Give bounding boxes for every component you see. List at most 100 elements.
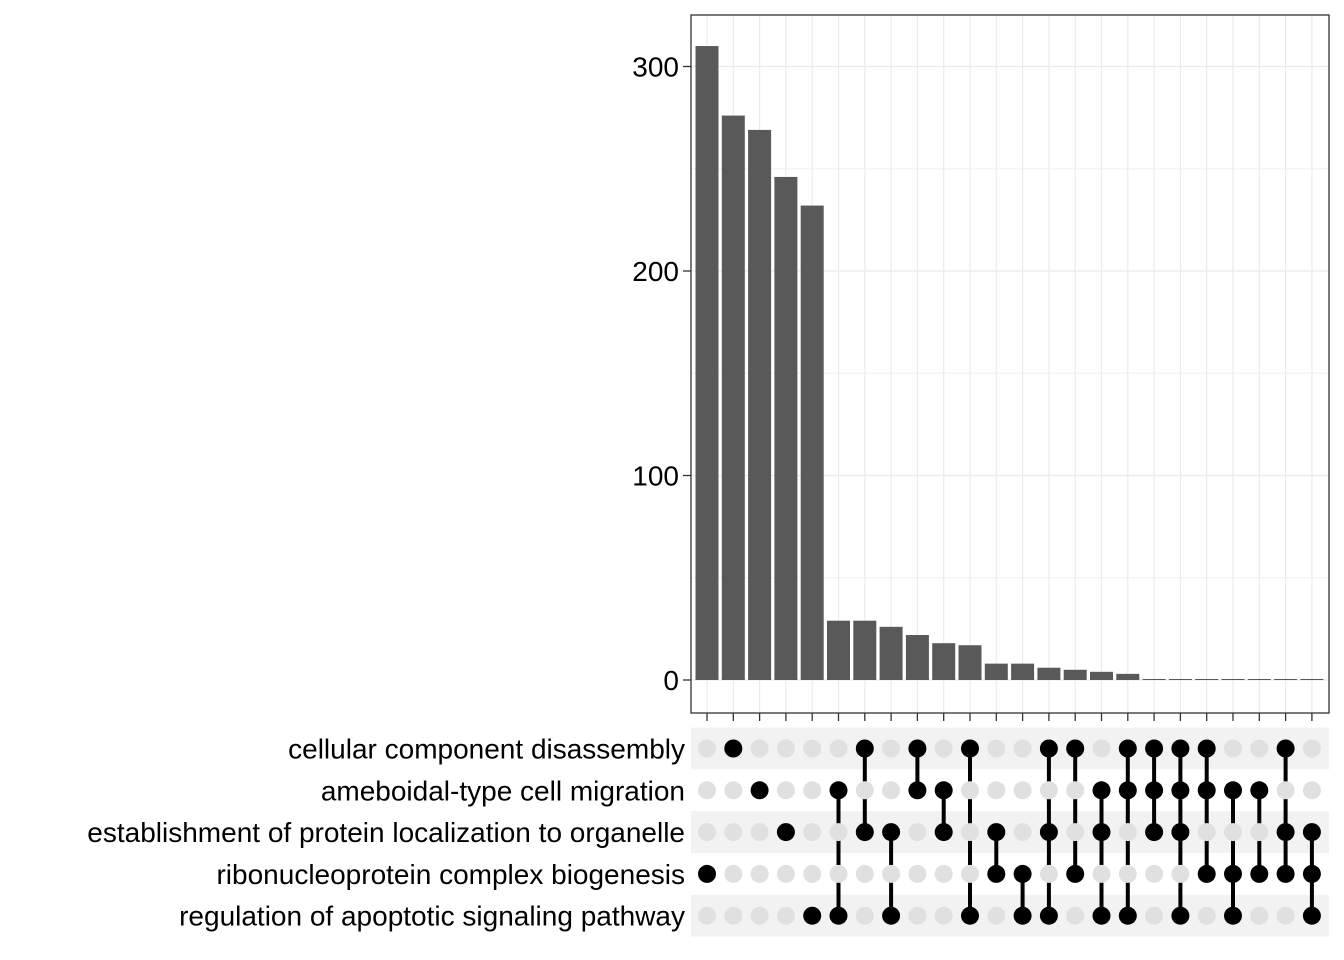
matrix-dot-filled <box>1092 781 1111 800</box>
matrix-dot-filled <box>1197 739 1216 758</box>
matrix-dot-empty <box>1145 906 1164 925</box>
set-label: establishment of protein localization to… <box>87 817 685 848</box>
matrix-column <box>882 739 901 925</box>
matrix-dot-empty <box>987 906 1006 925</box>
intersection-bar <box>958 645 982 680</box>
matrix-dot-empty <box>1276 906 1295 925</box>
matrix-column <box>1224 739 1242 925</box>
matrix-dot-empty <box>855 864 874 883</box>
bar-panel-frame <box>690 14 1330 714</box>
matrix-dot-empty <box>934 906 953 925</box>
matrix-dot-empty <box>1197 823 1216 842</box>
matrix-dot-filled <box>1224 781 1242 800</box>
matrix-dot-empty <box>961 823 979 842</box>
matrix-dot-filled <box>987 823 1006 842</box>
matrix-dot-empty <box>855 781 874 800</box>
matrix-dot-empty <box>1092 864 1111 883</box>
matrix-dot-empty <box>1250 823 1269 842</box>
matrix-dot-empty <box>1118 823 1137 842</box>
matrix-dot-filled <box>1276 739 1295 758</box>
matrix-dot-empty <box>829 739 848 758</box>
matrix-column <box>1066 739 1085 925</box>
matrix-dot-filled <box>829 781 848 800</box>
intersection-bar <box>748 129 772 680</box>
matrix-dot-empty <box>724 864 743 883</box>
matrix-dot-filled <box>1224 906 1242 925</box>
intersection-bar <box>1011 663 1035 680</box>
intersection-bar <box>1274 678 1298 680</box>
matrix-dot-empty <box>1013 823 1032 842</box>
matrix-dot-filled <box>1145 823 1164 842</box>
matrix-dot-filled <box>1171 823 1190 842</box>
matrix-column <box>1118 739 1137 925</box>
matrix-dot-filled <box>908 781 927 800</box>
matrix-dot-empty <box>1197 906 1216 925</box>
matrix-dot-filled <box>1250 781 1269 800</box>
intersection-bar <box>1195 678 1219 680</box>
intersection-bar <box>800 205 824 680</box>
intersection-bar <box>984 663 1008 680</box>
intersection-bar <box>1116 673 1140 680</box>
matrix-column <box>987 739 1006 925</box>
matrix-dot-filled <box>1276 823 1295 842</box>
matrix-dot-empty <box>882 739 901 758</box>
matrix-column <box>855 739 874 925</box>
matrix-dot-empty <box>698 906 716 925</box>
matrix-dot-empty <box>698 781 716 800</box>
matrix-dot-empty <box>1013 781 1032 800</box>
matrix-dot-empty <box>776 906 795 925</box>
matrix-dot-empty <box>961 864 979 883</box>
y-tick-label: 100 <box>632 461 679 492</box>
matrix-dot-filled <box>698 864 716 883</box>
matrix-dot-filled <box>961 739 979 758</box>
matrix-dot-filled <box>776 823 795 842</box>
matrix-dot-filled <box>1197 781 1216 800</box>
matrix-dot-filled <box>855 739 874 758</box>
matrix-dot-filled <box>1302 823 1321 842</box>
intersection-bar <box>932 643 956 680</box>
matrix-dot-empty <box>987 781 1006 800</box>
matrix-dot-empty <box>724 906 743 925</box>
matrix-dot-empty <box>1013 739 1032 758</box>
y-tick-label: 0 <box>663 665 679 696</box>
intersection-bar <box>1168 678 1192 680</box>
matrix-dot-empty <box>1145 864 1164 883</box>
matrix-dot-filled <box>1171 906 1190 925</box>
matrix-column <box>803 739 822 925</box>
matrix-column <box>1197 739 1216 925</box>
matrix-dot-empty <box>1066 906 1085 925</box>
matrix-column <box>1171 739 1190 925</box>
matrix-dot-empty <box>908 823 927 842</box>
matrix-dot-empty <box>1118 864 1137 883</box>
matrix-dot-empty <box>750 906 769 925</box>
matrix-dot-empty <box>1039 781 1058 800</box>
matrix-dot-filled <box>1224 864 1242 883</box>
matrix-dot-empty <box>1250 739 1269 758</box>
matrix-column <box>1145 739 1164 925</box>
intersection-bar <box>695 46 719 681</box>
matrix-dot-filled <box>1039 739 1058 758</box>
x-axis-ticks <box>706 713 1313 721</box>
matrix-dot-empty <box>698 823 716 842</box>
matrix-dot-empty <box>724 823 743 842</box>
intersection-bar <box>1300 678 1324 680</box>
matrix-dot-filled <box>1276 864 1295 883</box>
matrix-dot-empty <box>908 906 927 925</box>
matrix-dot-empty <box>803 781 822 800</box>
set-label: cellular component disassembly <box>288 734 685 765</box>
matrix-dot-filled <box>1302 864 1321 883</box>
matrix-dot-filled <box>829 906 848 925</box>
matrix-dot-empty <box>698 739 716 758</box>
matrix-dot-empty <box>934 739 953 758</box>
matrix-dot-empty <box>855 906 874 925</box>
matrix-dot-filled <box>1066 864 1085 883</box>
matrix-dot-empty <box>1066 823 1085 842</box>
matrix-column <box>750 739 769 925</box>
matrix-dot-empty <box>1302 781 1321 800</box>
matrix-dot-empty <box>908 864 927 883</box>
matrix-column <box>1092 739 1111 925</box>
matrix-column <box>776 739 795 925</box>
matrix-dot-empty <box>1171 864 1190 883</box>
intersection-bar <box>853 620 877 680</box>
intersection-bar <box>721 115 745 680</box>
